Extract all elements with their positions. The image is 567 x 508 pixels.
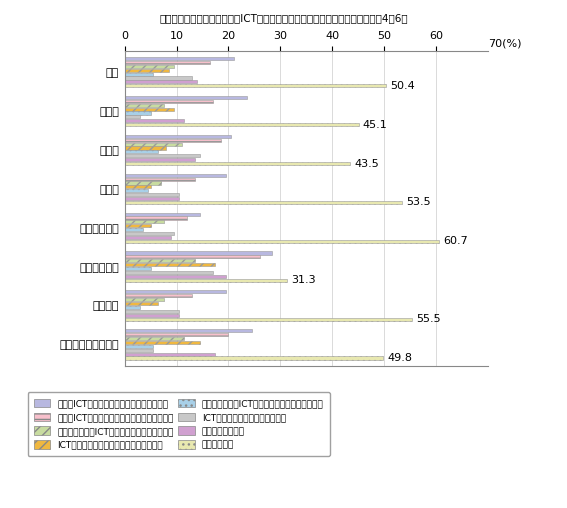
- Bar: [125, 111, 151, 115]
- Bar: [125, 348, 153, 352]
- Bar: [125, 77, 192, 80]
- Text: 31.3: 31.3: [291, 275, 316, 285]
- Bar: [125, 174, 226, 177]
- Bar: [125, 100, 213, 103]
- Bar: [125, 357, 383, 360]
- Bar: [125, 228, 143, 231]
- Bar: [125, 275, 226, 278]
- Legend: 社内のICT関連教育・研修プログラムの実施, 社外のICT関連教育・研修プログラムへの参加, 社員の自主的なICT関連学習活動への金銭支援, ICT関連資格の取: 社内のICT関連教育・研修プログラムの実施, 社外のICT関連教育・研修プログラ…: [28, 392, 330, 456]
- Bar: [125, 345, 153, 348]
- Bar: [125, 220, 164, 224]
- Text: 49.8: 49.8: [387, 353, 412, 363]
- Bar: [125, 302, 158, 305]
- Bar: [125, 150, 158, 153]
- Bar: [125, 271, 213, 274]
- Bar: [125, 65, 174, 68]
- Bar: [125, 318, 412, 321]
- Bar: [125, 69, 169, 72]
- Bar: [125, 158, 194, 161]
- Bar: [125, 267, 151, 270]
- Bar: [125, 197, 179, 200]
- Bar: [125, 73, 153, 76]
- Text: 50.4: 50.4: [390, 81, 415, 91]
- Bar: [125, 96, 247, 99]
- Bar: [125, 189, 148, 193]
- Bar: [125, 263, 215, 266]
- Bar: [125, 236, 171, 239]
- Bar: [125, 143, 182, 146]
- Bar: [125, 259, 194, 262]
- Bar: [125, 212, 200, 216]
- Bar: [125, 306, 140, 309]
- Bar: [125, 104, 164, 107]
- Bar: [125, 251, 273, 255]
- Bar: [125, 240, 439, 243]
- Bar: [125, 232, 174, 235]
- Text: 55.5: 55.5: [417, 314, 441, 324]
- Bar: [125, 224, 151, 228]
- Bar: [125, 185, 151, 188]
- Bar: [125, 146, 166, 149]
- Bar: [125, 313, 179, 317]
- Bar: [125, 115, 140, 118]
- Text: 43.5: 43.5: [354, 158, 379, 169]
- Bar: [125, 80, 197, 83]
- Bar: [125, 162, 350, 165]
- Bar: [125, 341, 200, 344]
- Bar: [125, 256, 260, 259]
- Text: 金融・保険以外の産業では、ICT教育をまったく実施していない企業の割合は4〜6割: 金融・保険以外の産業では、ICT教育をまったく実施していない企業の割合は4〜6割: [159, 13, 408, 23]
- Bar: [125, 337, 184, 340]
- Bar: [125, 119, 184, 122]
- Bar: [125, 61, 210, 64]
- Bar: [125, 108, 174, 111]
- Bar: [125, 84, 386, 87]
- Text: 70(%): 70(%): [488, 38, 521, 48]
- Bar: [125, 123, 358, 126]
- Bar: [125, 353, 215, 356]
- Bar: [125, 57, 234, 60]
- Text: 45.1: 45.1: [363, 120, 387, 130]
- Text: 60.7: 60.7: [443, 236, 468, 246]
- Bar: [125, 178, 194, 181]
- Text: 53.5: 53.5: [406, 198, 431, 207]
- Bar: [125, 329, 252, 332]
- Bar: [125, 216, 187, 219]
- Bar: [125, 294, 192, 297]
- Bar: [125, 135, 231, 138]
- Bar: [125, 291, 226, 294]
- Bar: [125, 333, 229, 336]
- Bar: [125, 154, 200, 157]
- Bar: [125, 279, 287, 282]
- Bar: [125, 298, 164, 301]
- Bar: [125, 139, 221, 142]
- Bar: [125, 193, 179, 196]
- Bar: [125, 310, 179, 313]
- Bar: [125, 201, 402, 204]
- Bar: [125, 181, 161, 184]
